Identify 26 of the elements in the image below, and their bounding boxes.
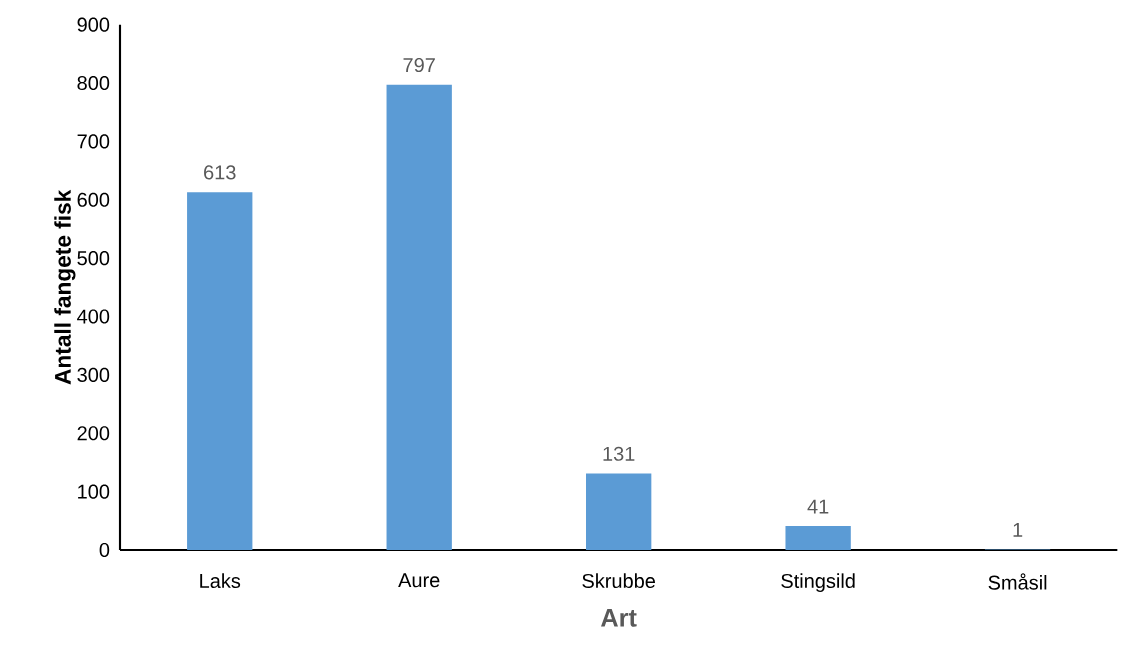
data-label: 131 [603, 446, 635, 461]
data-label: 41 [807, 499, 829, 514]
data-label: 613 [204, 165, 236, 180]
x-tick-label: Skrubbe [582, 573, 656, 589]
y-tick-label: 200 [77, 426, 110, 441]
y-tick-label: 100 [78, 484, 110, 499]
x-axis-title: Art [601, 609, 637, 627]
bar [785, 526, 851, 550]
y-tick-label: 400 [77, 309, 110, 324]
x-tick-label: Stingsild [781, 573, 855, 592]
x-tick-label: Laks [200, 573, 241, 589]
data-label: 797 [403, 57, 435, 73]
y-axis-title: Antall fangete fisk [54, 189, 76, 385]
y-tick-label: 800 [77, 75, 110, 91]
x-tick-label: Aure [398, 573, 440, 588]
y-tick-label: 300 [77, 367, 110, 382]
bar [586, 473, 652, 550]
x-tick-label: Småsil [988, 573, 1047, 590]
y-tick-label: 700 [77, 134, 110, 149]
bar [386, 84, 452, 550]
y-tick-label: 500 [77, 251, 110, 266]
y-tick-label: 600 [77, 192, 110, 207]
data-label: 1 [1013, 522, 1023, 537]
bar [187, 192, 253, 550]
y-tick-label: 0 [99, 542, 110, 558]
y-tick-label: 900 [77, 17, 110, 32]
